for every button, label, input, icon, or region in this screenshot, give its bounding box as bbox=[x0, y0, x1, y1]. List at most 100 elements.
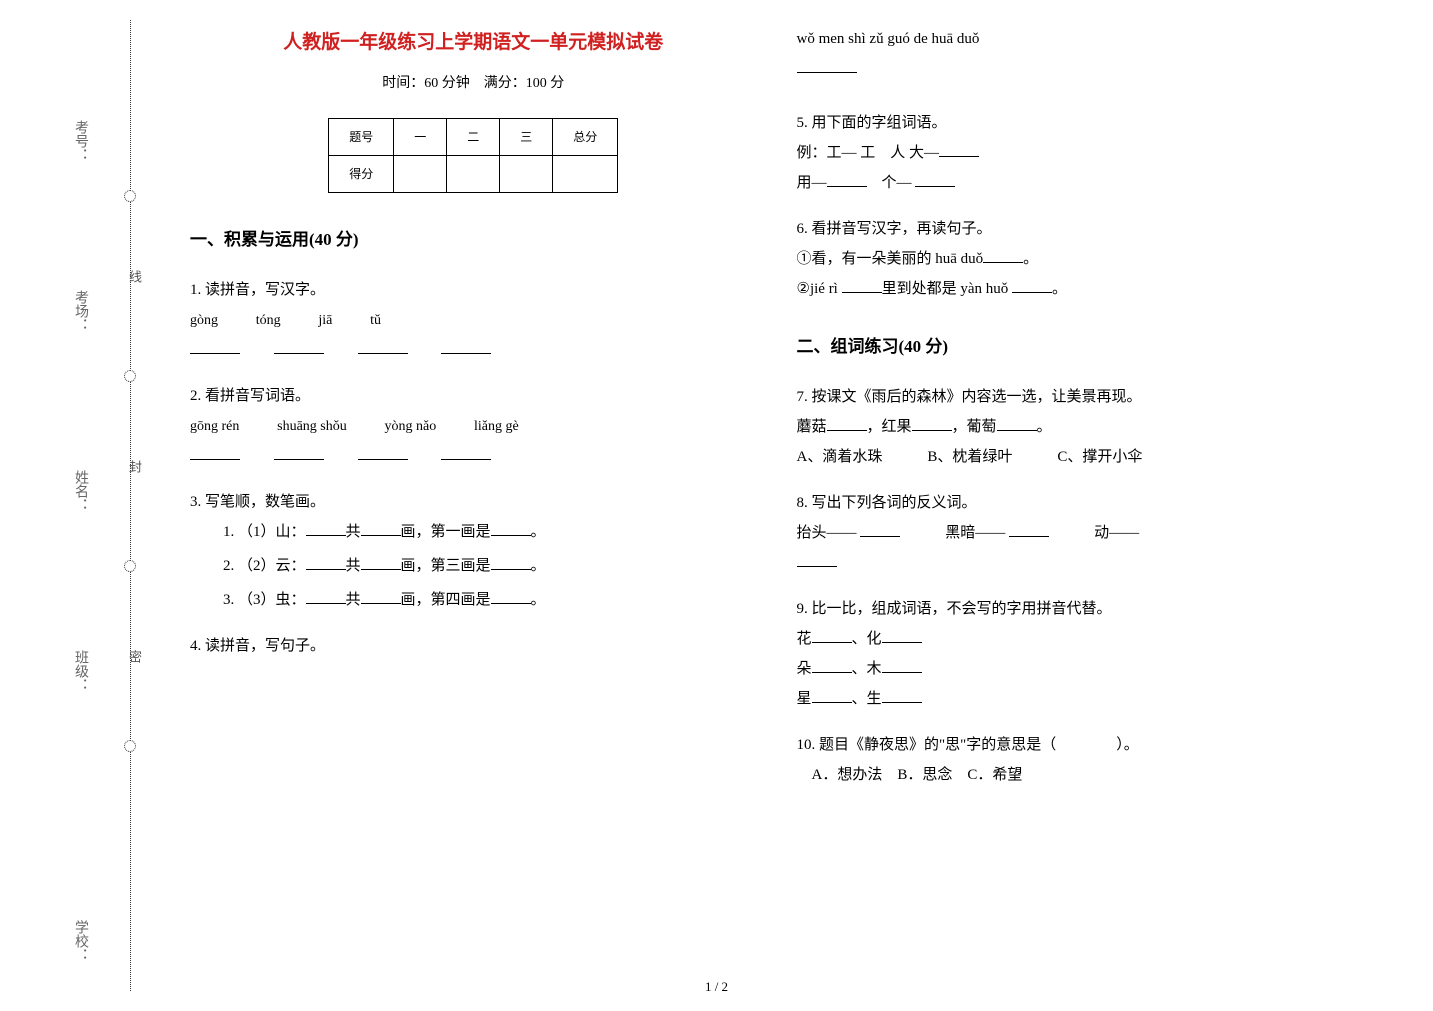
answer-blank bbox=[274, 445, 324, 460]
q1-blank-row bbox=[190, 335, 757, 365]
score-table: 题号 一 二 三 总分 得分 bbox=[328, 118, 618, 193]
q9-pair: 花、化 bbox=[797, 624, 1364, 654]
txt: 生 bbox=[867, 691, 882, 707]
th-total: 总分 bbox=[553, 119, 618, 156]
dotted-circle bbox=[124, 560, 136, 572]
txt: 共 bbox=[346, 558, 361, 574]
question-7: 7. 按课文《雨后的森林》内容选一选，让美景再现。 蘑菇，红果，葡萄。 A、滴着… bbox=[797, 382, 1364, 472]
txt: 黑暗—— bbox=[945, 525, 1005, 541]
txt: 星 bbox=[797, 691, 812, 707]
txt: ①看，有一朵美丽的 huā duǒ bbox=[797, 251, 984, 267]
q3-label: （2）云： bbox=[238, 558, 306, 574]
q2-blank-row bbox=[190, 441, 757, 471]
margin-label-name: 姓名： bbox=[70, 470, 90, 512]
paper-subtitle: 时间：60 分钟 满分：100 分 bbox=[190, 70, 757, 98]
answer-blank bbox=[358, 445, 408, 460]
question-4: 4. 读拼音，写句子。 bbox=[190, 631, 757, 661]
answer-blank bbox=[491, 521, 531, 536]
answer-blank bbox=[983, 248, 1023, 263]
answer-blank bbox=[190, 445, 240, 460]
txt: 。 bbox=[1023, 251, 1038, 267]
answer-blank bbox=[882, 658, 922, 673]
answer-blank bbox=[491, 555, 531, 570]
q6-prompt: 6. 看拼音写汉字，再读句子。 bbox=[797, 214, 1364, 244]
txt: 例：工— 工 人 大— bbox=[797, 145, 940, 161]
q3-label: （3）虫： bbox=[238, 592, 306, 608]
q6-line1: ①看，有一朵美丽的 huā duǒ 。 bbox=[797, 244, 1364, 274]
column-right: wǒ men shì zǔ guó de huā duǒ 5. 用下面的字组词语… bbox=[777, 24, 1384, 1001]
answer-blank bbox=[441, 445, 491, 460]
q10-prompt: 10. 题目《静夜思》的"思"字的意思是（ ）。 bbox=[797, 730, 1364, 760]
txt: 。 bbox=[1052, 281, 1067, 297]
answer-blank bbox=[997, 416, 1037, 431]
td-blank bbox=[394, 156, 447, 193]
txt: 共 bbox=[346, 592, 361, 608]
q3-item: （3）虫：共画，第四画是。 bbox=[238, 585, 757, 615]
txt: 画，第四画是 bbox=[401, 592, 491, 608]
answer-blank bbox=[939, 142, 979, 157]
th-num: 题号 bbox=[329, 119, 394, 156]
q3-item: （2）云：共画，第三画是。 bbox=[238, 551, 757, 581]
table-row: 题号 一 二 三 总分 bbox=[329, 119, 618, 156]
td-blank bbox=[500, 156, 553, 193]
pinyin: yòng nǎo bbox=[385, 413, 437, 441]
answer-blank bbox=[827, 416, 867, 431]
q3-label: （1）山： bbox=[238, 524, 306, 540]
answer-blank bbox=[361, 521, 401, 536]
question-1: 1. 读拼音，写汉字。 gòng tóng jiā tǔ bbox=[190, 275, 757, 365]
td-score-label: 得分 bbox=[329, 156, 394, 193]
dotted-circle bbox=[124, 740, 136, 752]
txt: ，葡萄 bbox=[952, 419, 997, 435]
margin-label-class: 班级： bbox=[70, 650, 90, 692]
txt: 化 bbox=[867, 631, 882, 647]
pinyin: gòng bbox=[190, 307, 218, 335]
margin-label-school: 学校： bbox=[70, 920, 90, 962]
q4-prompt: 4. 读拼音，写句子。 bbox=[190, 631, 757, 661]
answer-blank bbox=[827, 172, 867, 187]
margin-label-room: 考场： bbox=[70, 290, 90, 332]
answer-blank bbox=[812, 658, 852, 673]
page-content: 人教版一年级练习上学期语文一单元模拟试卷 时间：60 分钟 满分：100 分 题… bbox=[160, 0, 1433, 1011]
dotted-circle bbox=[124, 370, 136, 382]
th-3: 三 bbox=[500, 119, 553, 156]
seal-char-line: 线 bbox=[125, 270, 144, 283]
q10-options: A．想办法 B．思念 C．希望 bbox=[797, 760, 1364, 790]
pinyin: gōng rén bbox=[190, 413, 239, 441]
th-2: 二 bbox=[447, 119, 500, 156]
question-6: 6. 看拼音写汉字，再读句子。 ①看，有一朵美丽的 huā duǒ 。 ②jié … bbox=[797, 214, 1364, 304]
question-8: 8. 写出下列各词的反义词。 抬头—— 黑暗—— 动—— bbox=[797, 488, 1364, 578]
q4-pinyin: wǒ men shì zǔ guó de huā duǒ bbox=[797, 24, 1364, 54]
column-left: 人教版一年级练习上学期语文一单元模拟试卷 时间：60 分钟 满分：100 分 题… bbox=[170, 24, 777, 1001]
answer-blank bbox=[797, 58, 857, 73]
pinyin: jiā bbox=[318, 307, 332, 335]
q8-line: 抬头—— 黑暗—— 动—— bbox=[797, 518, 1364, 548]
pinyin: tóng bbox=[256, 307, 281, 335]
section-2-heading: 二、组词练习(40 分) bbox=[797, 330, 1364, 364]
q9-pair: 星、生 bbox=[797, 684, 1364, 714]
txt: 画，第三画是 bbox=[401, 558, 491, 574]
dotted-circle bbox=[124, 190, 136, 202]
q5-example: 例：工— 工 人 大— bbox=[797, 138, 1364, 168]
answer-blank bbox=[361, 555, 401, 570]
answer-blank bbox=[306, 555, 346, 570]
txt: 抬头—— bbox=[797, 525, 857, 541]
txt: 木 bbox=[867, 661, 882, 677]
answer-blank bbox=[915, 172, 955, 187]
answer-blank bbox=[1012, 278, 1052, 293]
pinyin: liǎng gè bbox=[474, 413, 519, 441]
q9-prompt: 9. 比一比，组成词语，不会写的字用拼音代替。 bbox=[797, 594, 1364, 624]
answer-blank bbox=[842, 278, 882, 293]
answer-blank bbox=[306, 589, 346, 604]
q6-line2: ②jié rì 里到处都是 yàn huǒ 。 bbox=[797, 274, 1364, 304]
txt: 画，第一画是 bbox=[401, 524, 491, 540]
q2-pinyin-row: gōng rén shuāng shǒu yòng nǎo liǎng gè bbox=[190, 411, 757, 441]
q3-prompt: 3. 写笔顺，数笔画。 bbox=[190, 487, 757, 517]
txt: 花 bbox=[797, 631, 812, 647]
th-1: 一 bbox=[394, 119, 447, 156]
q1-prompt: 1. 读拼音，写汉字。 bbox=[190, 275, 757, 305]
question-2: 2. 看拼音写词语。 gōng rén shuāng shǒu yòng nǎo… bbox=[190, 381, 757, 471]
answer-blank bbox=[361, 589, 401, 604]
txt: 蘑菇 bbox=[797, 419, 827, 435]
txt: 动—— bbox=[1094, 525, 1139, 541]
question-3: 3. 写笔顺，数笔画。 （1）山：共画，第一画是。 （2）云：共画，第三画是。 … bbox=[190, 487, 757, 615]
